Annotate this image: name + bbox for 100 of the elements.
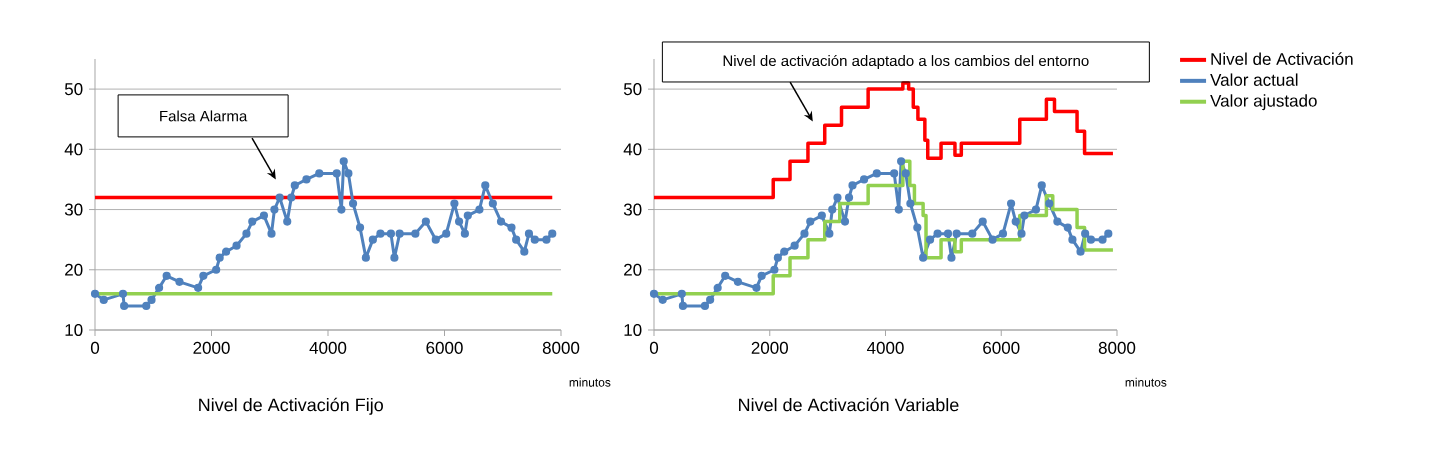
point	[221, 247, 231, 256]
y-tick-label: 20	[65, 263, 83, 276]
point	[978, 217, 987, 226]
point	[454, 217, 464, 226]
point	[530, 235, 539, 244]
annotation: Nivel de activación adaptado a los cambios del entorno	[723, 54, 1089, 70]
point	[1053, 217, 1062, 226]
point	[733, 277, 743, 286]
point	[90, 289, 100, 298]
point	[925, 235, 935, 244]
point	[337, 205, 346, 214]
point	[524, 229, 534, 238]
point	[212, 265, 221, 274]
point	[496, 217, 506, 226]
point	[215, 253, 224, 262]
x-tick-label: 6000	[426, 341, 463, 354]
point	[194, 283, 203, 292]
point	[848, 181, 857, 190]
point	[1104, 229, 1113, 238]
point	[302, 175, 311, 184]
point	[859, 175, 869, 184]
point	[1006, 199, 1016, 208]
y-tick-label: 30	[623, 203, 642, 216]
point	[411, 229, 420, 238]
point	[275, 193, 284, 202]
point	[890, 169, 899, 178]
point	[460, 229, 469, 238]
point	[99, 295, 108, 304]
point	[463, 211, 472, 220]
point	[706, 295, 715, 304]
legend-label: Nivel de Activación	[1211, 52, 1353, 66]
text: Nivel de Activación Fijo	[199, 397, 383, 415]
x-tick-label: 4000	[309, 341, 347, 354]
point	[901, 169, 910, 178]
point	[242, 229, 251, 238]
x-tick-label: 4000	[866, 341, 904, 354]
point	[1068, 235, 1077, 244]
point	[1098, 235, 1107, 244]
point	[290, 181, 299, 190]
point	[488, 199, 497, 208]
point	[757, 271, 766, 280]
point	[267, 229, 276, 238]
point	[1017, 229, 1026, 238]
point	[507, 223, 516, 232]
point	[658, 295, 667, 304]
point	[162, 271, 171, 280]
point	[919, 253, 928, 262]
point	[1086, 235, 1096, 244]
point	[988, 235, 997, 244]
point	[840, 217, 850, 226]
point	[1045, 199, 1054, 208]
point	[344, 169, 353, 178]
point	[1081, 229, 1090, 238]
point	[713, 283, 722, 292]
point	[142, 301, 151, 310]
point	[475, 205, 484, 214]
point	[752, 283, 761, 292]
point	[120, 301, 129, 310]
legend-label: Valor actual	[1210, 73, 1298, 86]
point	[790, 241, 799, 250]
x-tick-label: 2000	[751, 341, 788, 354]
x-axis-title: minutos	[569, 377, 611, 387]
point	[1020, 211, 1029, 220]
point	[270, 205, 279, 214]
point	[770, 265, 779, 274]
point	[386, 229, 396, 238]
point	[232, 241, 241, 250]
point	[315, 169, 324, 178]
point	[933, 229, 942, 238]
y-tick-label: 10	[624, 323, 642, 337]
point	[542, 235, 551, 244]
point	[283, 217, 292, 226]
point	[442, 229, 451, 238]
point	[512, 235, 521, 244]
point	[450, 199, 459, 208]
point	[431, 235, 440, 244]
point	[817, 211, 826, 220]
point	[481, 181, 490, 190]
point	[998, 229, 1008, 238]
point	[773, 253, 782, 262]
x-tick-label: 6000	[983, 341, 1020, 354]
point	[175, 277, 184, 286]
point	[368, 235, 377, 244]
point	[259, 211, 269, 220]
point	[248, 217, 257, 226]
point	[332, 169, 341, 178]
annotation: Falsa Alarma	[160, 110, 248, 122]
text: Nivel de Activación Variable	[739, 397, 959, 412]
point	[199, 271, 208, 280]
point	[421, 217, 430, 226]
x-tick-label: 0	[649, 341, 659, 354]
x-tick-label: 2000	[193, 341, 230, 354]
point	[1063, 223, 1072, 232]
point	[1031, 205, 1041, 214]
point	[355, 223, 365, 232]
y-tick-label: 20	[624, 263, 642, 276]
point	[806, 217, 815, 226]
y-tick-label: 30	[64, 203, 83, 216]
point	[947, 253, 956, 262]
point	[361, 253, 370, 262]
